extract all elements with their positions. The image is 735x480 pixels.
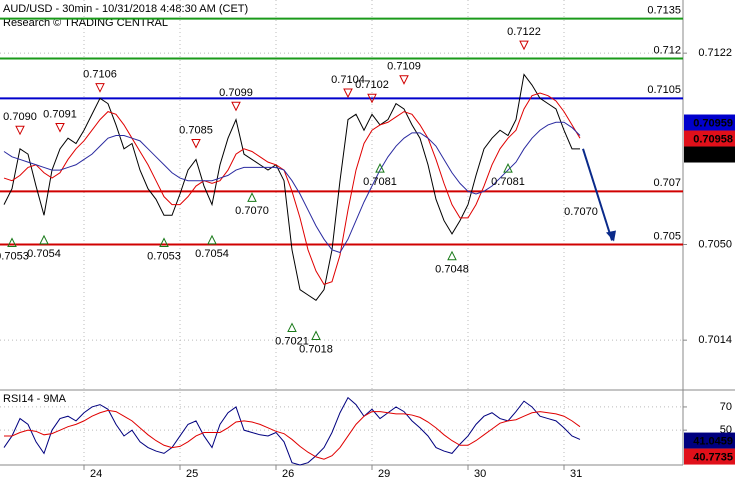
- series-line: [3, 73, 580, 301]
- low-label: 0.7070: [235, 205, 269, 217]
- level-label: 0.712: [653, 44, 681, 56]
- high-marker: [231, 101, 241, 112]
- level-label: 0.7135: [647, 5, 681, 17]
- price-tag: [684, 448, 735, 465]
- high-label: 0.7104: [331, 74, 365, 86]
- price-tag: [684, 130, 735, 147]
- low-label: 0.7081: [363, 176, 397, 188]
- price-tag-label: 40.7735: [693, 451, 733, 463]
- price-tag: [684, 114, 735, 131]
- chart-title: AUD/USD - 30min - 10/31/2018 4:48:30 AM …: [3, 3, 248, 15]
- high-marker: [399, 75, 409, 85]
- high-label: 0.7091: [43, 108, 77, 120]
- price-tag-label: 0.70959: [693, 117, 733, 129]
- low-marker: [375, 162, 385, 173]
- low-marker: [39, 234, 49, 245]
- x-tick-label: 25: [186, 468, 198, 480]
- target-label: 0.7070: [564, 206, 598, 218]
- low-label: 0.7021: [275, 335, 309, 347]
- y-tick-label: 0.7050: [698, 238, 732, 250]
- price-tag-label: 0.70958: [693, 133, 733, 145]
- low-marker: [159, 237, 169, 248]
- chart-subtitle: Research © TRADING CENTRAL: [3, 17, 168, 29]
- high-marker: [367, 93, 377, 104]
- low-marker: [287, 322, 297, 333]
- series-line: [3, 396, 581, 466]
- low-label: 0.7054: [195, 248, 229, 260]
- price-tag-label: 41.0459: [693, 435, 733, 447]
- x-tick-label: 29: [378, 468, 390, 480]
- low-marker: [311, 330, 321, 341]
- high-marker: [343, 88, 353, 99]
- series-line: [3, 92, 581, 285]
- low-label: 0.7053: [147, 250, 181, 262]
- low-label: 0.7053: [0, 250, 29, 262]
- low-marker: [7, 237, 17, 248]
- y-tick-label: 70: [720, 401, 732, 413]
- high-label: 0.7106: [83, 69, 117, 81]
- high-label: 0.7090: [3, 111, 37, 123]
- high-marker: [15, 125, 25, 136]
- level-label: 0.705: [653, 230, 681, 242]
- x-tick-label: 31: [570, 468, 582, 480]
- series-line: [4, 409, 581, 460]
- low-label: 0.7081: [491, 176, 525, 188]
- high-label: 0.7085: [179, 124, 213, 136]
- high-marker: [55, 123, 65, 133]
- high-label: 0.7122: [507, 26, 541, 38]
- price-tag: [684, 146, 735, 163]
- high-label: 0.7099: [219, 87, 253, 99]
- low-marker: [503, 162, 513, 173]
- low-marker: [247, 192, 257, 202]
- low-label: 0.7018: [299, 343, 333, 355]
- x-tick-label: 26: [282, 468, 294, 480]
- level-label: 0.7105: [647, 84, 681, 96]
- forecast-arrowhead: [606, 230, 616, 242]
- series-line: [3, 121, 581, 254]
- price-tag: [684, 432, 735, 449]
- price-tag-label: 0.70855: [693, 149, 733, 161]
- low-label: 0.7048: [435, 264, 469, 276]
- forecast-arrow: [582, 148, 613, 241]
- low-marker: [447, 250, 457, 261]
- high-marker: [191, 138, 201, 149]
- low-marker: [207, 234, 217, 245]
- rsi-title: RSI14 - 9MA: [3, 393, 67, 405]
- high-marker: [519, 40, 529, 51]
- y-tick-label: 0.7014: [698, 334, 732, 346]
- level-label: 0.707: [653, 177, 681, 189]
- high-label: 0.7109: [387, 61, 421, 73]
- x-tick-label: 30: [474, 468, 486, 480]
- high-label: 0.7102: [355, 79, 389, 91]
- low-label: 0.7054: [27, 248, 61, 260]
- x-tick-label: 24: [90, 468, 102, 480]
- y-tick-label: 0.7122: [698, 47, 732, 59]
- high-marker: [95, 83, 105, 93]
